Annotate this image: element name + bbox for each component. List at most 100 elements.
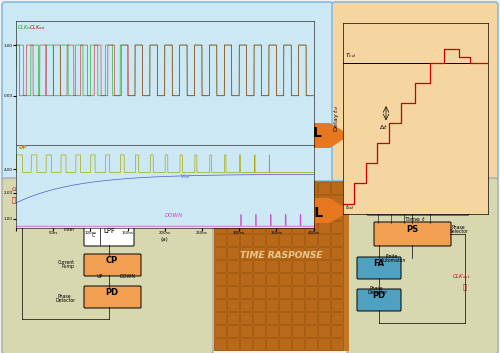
Text: Automaton: Automaton [381, 258, 406, 263]
Text: TK$_3$: TK$_3$ [94, 206, 102, 214]
FancyBboxPatch shape [84, 224, 134, 246]
Text: Detector: Detector [55, 298, 75, 303]
FancyBboxPatch shape [280, 312, 291, 324]
Text: analog DLL: analog DLL [236, 206, 324, 220]
FancyBboxPatch shape [49, 193, 176, 215]
Text: Digital Controlled: Digital Controlled [399, 187, 445, 192]
Polygon shape [215, 123, 350, 148]
FancyBboxPatch shape [357, 289, 401, 311]
FancyBboxPatch shape [254, 274, 266, 286]
Text: Filter: Filter [63, 227, 74, 232]
FancyBboxPatch shape [306, 234, 318, 246]
Text: DOWN: DOWN [120, 274, 136, 279]
FancyBboxPatch shape [254, 196, 266, 208]
FancyBboxPatch shape [332, 299, 344, 311]
FancyBboxPatch shape [292, 261, 304, 273]
Text: Phase: Phase [370, 286, 384, 291]
FancyBboxPatch shape [228, 325, 239, 337]
FancyBboxPatch shape [332, 196, 344, 208]
FancyBboxPatch shape [240, 196, 252, 208]
Text: TK$_3$: TK$_3$ [407, 206, 416, 214]
FancyBboxPatch shape [292, 274, 304, 286]
FancyBboxPatch shape [240, 325, 252, 337]
FancyBboxPatch shape [266, 247, 278, 259]
FancyBboxPatch shape [266, 261, 278, 273]
Polygon shape [55, 196, 69, 212]
X-axis label: (a): (a) [161, 237, 168, 241]
Text: TK$_1$: TK$_1$ [373, 206, 382, 214]
Text: Phase: Phase [452, 225, 466, 230]
Polygon shape [93, 196, 107, 212]
FancyBboxPatch shape [2, 178, 213, 353]
FancyBboxPatch shape [318, 183, 330, 195]
FancyBboxPatch shape [214, 325, 226, 337]
Text: $CLK_{in}$: $CLK_{in}$ [353, 185, 369, 194]
FancyBboxPatch shape [306, 221, 318, 233]
Text: Delay Line: Delay Line [94, 192, 122, 197]
Text: $CLK_{out}$: $CLK_{out}$ [452, 272, 471, 281]
FancyBboxPatch shape [228, 261, 239, 273]
Text: PS: PS [406, 225, 418, 234]
FancyBboxPatch shape [228, 312, 239, 324]
FancyBboxPatch shape [214, 181, 349, 351]
FancyBboxPatch shape [318, 325, 330, 337]
FancyBboxPatch shape [292, 221, 304, 233]
FancyBboxPatch shape [292, 287, 304, 299]
FancyBboxPatch shape [332, 221, 344, 233]
FancyBboxPatch shape [332, 287, 344, 299]
FancyBboxPatch shape [254, 261, 266, 273]
Polygon shape [406, 196, 419, 212]
FancyBboxPatch shape [214, 287, 226, 299]
Text: Low Pass: Low Pass [60, 223, 80, 228]
FancyBboxPatch shape [280, 247, 291, 259]
Text: $t_{cd}$: $t_{cd}$ [346, 204, 355, 213]
Text: TIME RASPONSE: TIME RASPONSE [240, 251, 322, 260]
FancyBboxPatch shape [306, 196, 318, 208]
FancyBboxPatch shape [240, 339, 252, 351]
FancyBboxPatch shape [318, 339, 330, 351]
Text: Voltage Controlled: Voltage Controlled [84, 187, 132, 192]
FancyBboxPatch shape [240, 274, 252, 286]
FancyBboxPatch shape [306, 261, 318, 273]
FancyBboxPatch shape [214, 312, 226, 324]
Text: TK$_n$: TK$_n$ [112, 206, 120, 214]
FancyBboxPatch shape [332, 209, 344, 221]
FancyBboxPatch shape [254, 247, 266, 259]
Text: DCDL: DCDL [454, 194, 468, 199]
FancyBboxPatch shape [266, 312, 278, 324]
Text: UP: UP [97, 274, 103, 279]
Text: UP: UP [19, 145, 28, 150]
FancyBboxPatch shape [254, 183, 266, 195]
FancyBboxPatch shape [240, 299, 252, 311]
FancyBboxPatch shape [332, 247, 344, 259]
FancyBboxPatch shape [292, 209, 304, 221]
Text: C: C [92, 233, 96, 238]
FancyBboxPatch shape [306, 339, 318, 351]
FancyBboxPatch shape [228, 339, 239, 351]
Text: Selector: Selector [450, 229, 469, 234]
FancyBboxPatch shape [266, 287, 278, 299]
FancyBboxPatch shape [280, 287, 291, 299]
Text: Delay Line: Delay Line [408, 192, 436, 197]
FancyBboxPatch shape [318, 274, 330, 286]
Text: Phase: Phase [58, 294, 71, 299]
FancyBboxPatch shape [228, 209, 239, 221]
Text: $V_{ctrl}$: $V_{ctrl}$ [107, 217, 118, 226]
FancyBboxPatch shape [318, 247, 330, 259]
FancyBboxPatch shape [280, 234, 291, 246]
FancyBboxPatch shape [292, 299, 304, 311]
FancyBboxPatch shape [367, 193, 469, 215]
Y-axis label: Delay $t_d$: Delay $t_d$ [332, 105, 341, 132]
FancyBboxPatch shape [266, 274, 278, 286]
FancyBboxPatch shape [280, 196, 291, 208]
FancyBboxPatch shape [228, 299, 239, 311]
FancyBboxPatch shape [292, 247, 304, 259]
FancyBboxPatch shape [280, 299, 291, 311]
FancyBboxPatch shape [318, 261, 330, 273]
Polygon shape [372, 196, 385, 212]
Text: $CLK_{in}$: $CLK_{in}$ [18, 23, 32, 32]
FancyBboxPatch shape [306, 312, 318, 324]
Polygon shape [215, 198, 350, 223]
Text: Finite: Finite [385, 254, 398, 259]
FancyBboxPatch shape [332, 234, 344, 246]
